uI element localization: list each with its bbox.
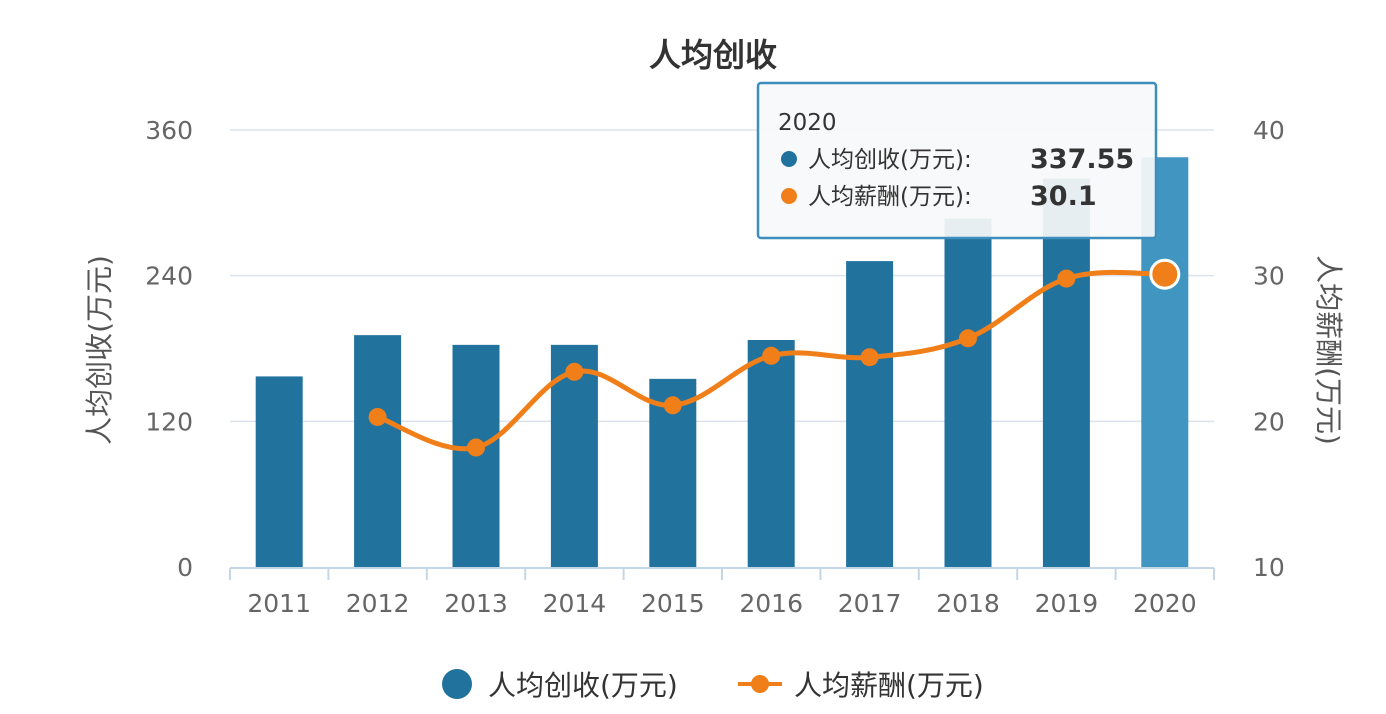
legend: 人均创收(万元) 人均薪酬(万元): [442, 669, 984, 702]
chart-title: 人均创收: [649, 36, 777, 74]
tooltip-salary-value: 30.1: [1030, 181, 1097, 212]
x-axis: 2011 2012 2013 2014 2015 2016 2017 2018 2019 2020: [229, 567, 1215, 618]
x-tick-label: 2019: [1035, 589, 1099, 618]
bar-series-revenue: [255, 157, 1189, 568]
bar[interactable]: [550, 344, 598, 567]
bar[interactable]: [255, 376, 303, 567]
right-y-axis: 10 20 30 40: [1253, 116, 1285, 582]
left-axis-title: 人均创收(万元): [83, 255, 116, 445]
tooltip-salary-colon: :: [964, 184, 972, 210]
x-tick-label: 2012: [346, 589, 410, 618]
right-tick-label: 10: [1253, 553, 1285, 582]
bar[interactable]: [354, 335, 402, 567]
x-tick-label: 2015: [641, 589, 705, 618]
x-tick-label: 2014: [543, 589, 607, 618]
tooltip-salary-marker: [781, 188, 797, 204]
x-tick-label: 2017: [838, 589, 902, 618]
right-tick-label: 30: [1253, 262, 1285, 291]
salary-point[interactable]: [959, 329, 977, 348]
bar[interactable]: [1042, 178, 1090, 568]
legend-item-salary[interactable]: 人均薪酬(万元): [738, 669, 984, 702]
left-y-axis: 0 120 240 360: [145, 116, 193, 582]
tooltip-revenue-label: 人均创收(万元):: [808, 147, 972, 173]
x-tick-label: 2011: [247, 589, 311, 618]
salary-point[interactable]: [565, 362, 584, 381]
right-axis-title: 人均薪酬(万元): [1312, 255, 1345, 445]
legend-salary-label: 人均薪酬(万元): [794, 669, 984, 702]
bar[interactable]: [846, 261, 894, 567]
salary-point[interactable]: [368, 407, 387, 426]
salary-point[interactable]: [663, 396, 682, 415]
left-tick-label: 360: [145, 116, 193, 145]
legend-revenue-marker: [442, 669, 472, 699]
left-tick-label: 0: [177, 553, 193, 582]
x-tick-label: 2018: [936, 589, 1000, 618]
bar[interactable]: [747, 340, 795, 567]
left-tick-label: 120: [145, 407, 193, 436]
tooltip-revenue-label-text: 人均创收(万元): [808, 147, 964, 173]
tooltip-revenue-marker: [781, 151, 797, 167]
salary-point[interactable]: [1057, 269, 1076, 288]
tooltip-revenue-value: 337.55: [1030, 144, 1134, 175]
tooltip-revenue-colon: :: [964, 147, 972, 173]
x-tick-label: 2020: [1133, 589, 1197, 618]
legend-item-revenue[interactable]: 人均创收(万元): [442, 669, 678, 702]
tooltip-salary-label-text: 人均薪酬(万元): [808, 184, 964, 210]
tooltip-box: [756, 81, 1158, 240]
legend-salary-marker: [751, 675, 769, 693]
salary-point[interactable]: [1149, 258, 1181, 290]
tooltip-category: 2020: [778, 110, 837, 136]
salary-point[interactable]: [860, 348, 879, 367]
line-series-salary: [368, 258, 1181, 457]
bar[interactable]: [944, 218, 992, 567]
right-tick-label: 20: [1253, 407, 1285, 436]
x-tick-label: 2013: [444, 589, 508, 618]
salary-point[interactable]: [762, 346, 781, 365]
tooltip-salary-label: 人均薪酬(万元):: [808, 184, 972, 210]
legend-revenue-label: 人均创收(万元): [488, 669, 678, 702]
tooltip: 2020 人均创收(万元): 337.55 人均薪酬(万元): 30.1: [756, 81, 1158, 240]
right-tick-label: 40: [1253, 116, 1285, 145]
salary-point[interactable]: [467, 438, 485, 457]
left-tick-label: 240: [145, 262, 193, 291]
x-tick-label: 2016: [739, 589, 803, 618]
